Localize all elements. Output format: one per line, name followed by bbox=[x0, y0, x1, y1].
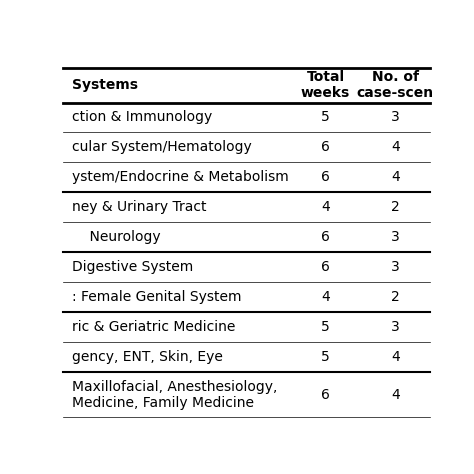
Text: Maxillofacial, Anesthesiology,
Medicine, Family Medicine: Maxillofacial, Anesthesiology, Medicine,… bbox=[72, 380, 277, 410]
Text: Digestive System: Digestive System bbox=[72, 260, 193, 274]
Text: 3: 3 bbox=[391, 320, 400, 334]
Text: 6: 6 bbox=[321, 170, 330, 184]
Text: 5: 5 bbox=[321, 110, 330, 125]
Text: Systems: Systems bbox=[72, 78, 138, 92]
Text: 6: 6 bbox=[321, 260, 330, 274]
Text: ction & Immunology: ction & Immunology bbox=[72, 110, 212, 125]
Text: 4: 4 bbox=[391, 388, 400, 401]
Text: 3: 3 bbox=[391, 230, 400, 244]
Text: No. of
case-scen: No. of case-scen bbox=[357, 70, 434, 100]
Text: 6: 6 bbox=[321, 388, 330, 401]
Text: ystem/Endocrine & Metabolism: ystem/Endocrine & Metabolism bbox=[72, 170, 289, 184]
Text: 4: 4 bbox=[391, 140, 400, 155]
Text: Neurology: Neurology bbox=[72, 230, 161, 244]
Text: ric & Geriatric Medicine: ric & Geriatric Medicine bbox=[72, 320, 236, 334]
Text: gency, ENT, Skin, Eye: gency, ENT, Skin, Eye bbox=[72, 350, 223, 364]
Text: ney & Urinary Tract: ney & Urinary Tract bbox=[72, 200, 207, 214]
Text: 3: 3 bbox=[391, 260, 400, 274]
Text: 4: 4 bbox=[391, 170, 400, 184]
Text: 5: 5 bbox=[321, 350, 330, 364]
Text: 4: 4 bbox=[391, 350, 400, 364]
Text: 5: 5 bbox=[321, 320, 330, 334]
Text: 4: 4 bbox=[321, 200, 330, 214]
Text: 6: 6 bbox=[321, 140, 330, 155]
Text: 2: 2 bbox=[391, 200, 400, 214]
Text: 4: 4 bbox=[321, 290, 330, 304]
Text: cular System/Hematology: cular System/Hematology bbox=[72, 140, 252, 155]
Text: : Female Genital System: : Female Genital System bbox=[72, 290, 242, 304]
Text: Total
weeks: Total weeks bbox=[301, 70, 350, 100]
Text: 6: 6 bbox=[321, 230, 330, 244]
Text: 3: 3 bbox=[391, 110, 400, 125]
Text: 2: 2 bbox=[391, 290, 400, 304]
